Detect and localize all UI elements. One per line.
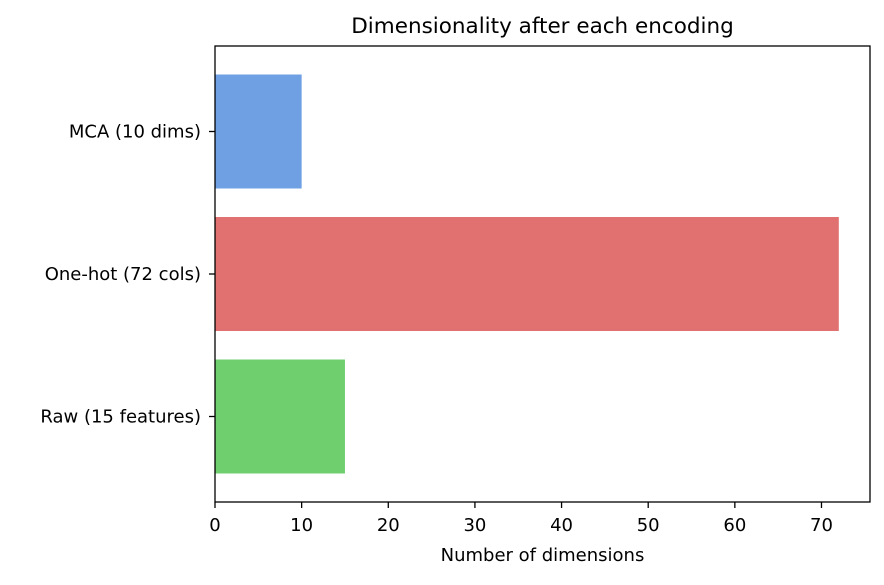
x-tick-label: 0: [209, 515, 220, 536]
chart-title: Dimensionality after each encoding: [351, 14, 734, 39]
bar-raw-15-features: [215, 359, 345, 474]
bar-one-hot-72-cols: [215, 217, 839, 331]
x-tick-label: 70: [810, 515, 833, 536]
x-axis-label: Number of dimensions: [441, 545, 645, 566]
x-tick-label: 40: [550, 515, 573, 536]
y-tick-label: Raw (15 features): [40, 407, 201, 428]
ticks-layer: Raw (15 features) One-hot (72 cols) MCA (1…: [40, 122, 833, 537]
y-tick-label: MCA (10 dims): [69, 122, 201, 143]
x-tick-label: 20: [377, 515, 400, 536]
x-tick-label: 30: [463, 515, 486, 536]
x-tick-label: 50: [637, 515, 660, 536]
x-tick-label: 60: [723, 515, 746, 536]
y-tick-label: One-hot (72 cols): [45, 264, 201, 285]
x-tick-label: 10: [290, 515, 313, 536]
plot-frame: [214, 45, 871, 503]
bar-mca-10-dims: [215, 74, 302, 189]
bars-layer: [215, 74, 839, 474]
